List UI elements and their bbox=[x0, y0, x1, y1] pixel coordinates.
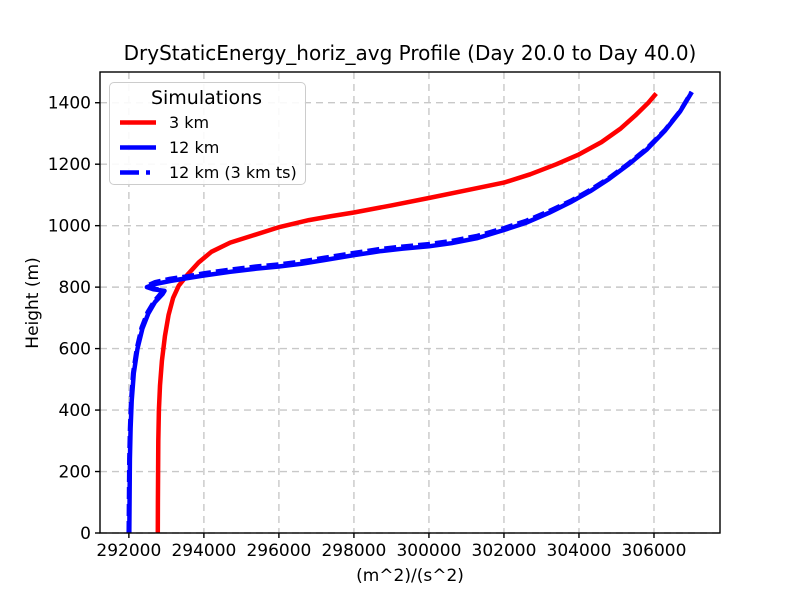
x-tick-label: 296000 bbox=[246, 541, 311, 561]
x-tick-label: 292000 bbox=[96, 541, 161, 561]
chart-title: DryStaticEnergy_horiz_avg Profile (Day 2… bbox=[123, 41, 697, 65]
x-axis-label: (m^2)/(s^2) bbox=[356, 566, 464, 586]
x-tick-label: 298000 bbox=[321, 541, 386, 561]
y-tick-label: 200 bbox=[59, 463, 91, 483]
legend-label-12km-3kmts: 12 km (3 km ts) bbox=[169, 163, 297, 182]
x-tick-label: 300000 bbox=[396, 541, 461, 561]
y-tick-label: 600 bbox=[59, 340, 91, 360]
legend-line-sample-red-solid bbox=[120, 120, 156, 125]
y-tick-label: 800 bbox=[59, 278, 91, 298]
y-tick-label: 1000 bbox=[48, 217, 91, 237]
legend-item-3km: 3 km bbox=[116, 110, 297, 135]
y-tick-label: 0 bbox=[80, 524, 91, 544]
series-line-0 bbox=[155, 92, 658, 534]
legend-item-12km-3kmts: 12 km (3 km ts) bbox=[116, 160, 297, 185]
legend-title: Simulations bbox=[150, 87, 263, 109]
legend-line-sample-blue-dashed bbox=[120, 170, 156, 175]
legend: Simulations 3 km 12 km 12 km (3 km ts) bbox=[109, 82, 306, 185]
legend-item-12km: 12 km bbox=[116, 135, 297, 160]
x-tick-label: 304000 bbox=[547, 541, 612, 561]
y-tick-label: 1200 bbox=[48, 155, 91, 175]
legend-line-sample-blue-solid bbox=[120, 145, 156, 150]
legend-label-3km: 3 km bbox=[169, 113, 210, 132]
x-tick-label: 306000 bbox=[622, 541, 687, 561]
y-axis-label: Height (m) bbox=[23, 257, 43, 349]
x-tick-label: 294000 bbox=[171, 541, 236, 561]
series-line-2 bbox=[126, 90, 694, 534]
y-tick-label: 400 bbox=[59, 401, 91, 421]
axes-spines bbox=[99, 71, 721, 534]
legend-label-12km: 12 km bbox=[169, 138, 220, 157]
y-tick-label: 1400 bbox=[48, 94, 91, 114]
x-tick-label: 302000 bbox=[472, 541, 537, 561]
